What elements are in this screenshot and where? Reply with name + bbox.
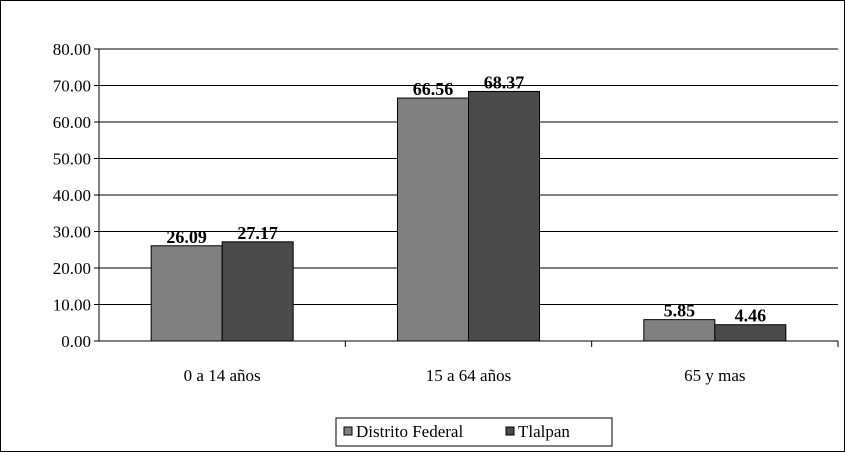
y-tick-label: 30.00: [53, 223, 91, 242]
bar: [468, 90, 540, 342]
y-tick-label: 0.00: [61, 332, 91, 351]
data-labels: 26.09 27.17 66.56 68.37 5.85 4.46: [166, 72, 766, 325]
x-axis-category-labels: 0 a 14 años 15 a 64 años 65 y mas: [184, 366, 746, 385]
x-category-label: 0 a 14 años: [184, 366, 261, 385]
y-tick-label: 50.00: [53, 150, 91, 169]
y-tick-label: 80.00: [53, 40, 91, 59]
gridlines: [99, 48, 838, 305]
data-label: 5.85: [664, 301, 696, 321]
axes: [94, 48, 839, 347]
bar: [221, 241, 294, 342]
bar: [150, 245, 223, 342]
legend-label: Distrito Federal: [356, 422, 463, 441]
y-tick-label: 60.00: [53, 113, 91, 132]
data-label: 66.56: [413, 79, 454, 99]
data-label: 26.09: [166, 227, 207, 247]
y-tick-label: 40.00: [53, 186, 91, 205]
x-category-label: 15 a 64 años: [426, 366, 511, 385]
legend-box: [335, 417, 613, 447]
x-category-label: 65 y mas: [684, 366, 745, 385]
legend-swatch: [505, 426, 515, 436]
legend-swatch: [343, 426, 353, 436]
y-tick-label: 70.00: [53, 77, 91, 96]
data-label: 4.46: [735, 306, 767, 326]
y-tick-label: 20.00: [53, 259, 91, 278]
bars: [150, 90, 787, 342]
legend: Distrito Federal Tlalpan: [335, 417, 613, 447]
legend-label: Tlalpan: [518, 422, 570, 441]
data-label: 27.17: [237, 223, 278, 243]
y-axis-tick-labels: 0.00 10.00 20.00 30.00 40.00 50.00 60.00 70.00 8…: [53, 40, 91, 351]
y-tick-label: 10.00: [53, 296, 91, 315]
data-label: 68.37: [484, 72, 525, 92]
bar: [714, 324, 787, 342]
bar: [397, 97, 469, 342]
bar: [643, 319, 716, 342]
